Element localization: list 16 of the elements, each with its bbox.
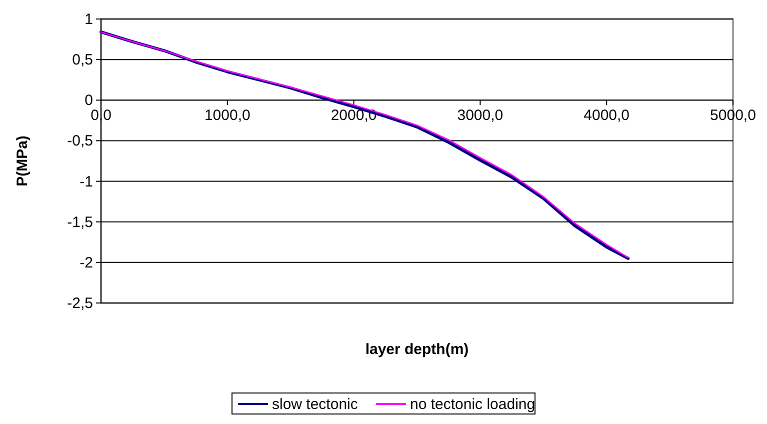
y-tick-label: 0,5 <box>72 52 93 69</box>
legend-label: no tectonic loading <box>410 396 536 413</box>
x-tick-label: 4000,0 <box>584 107 630 124</box>
x-tick-label: 5000,0 <box>710 107 756 124</box>
y-tick-label: -0,5 <box>67 132 93 150</box>
x-tick-label: 3000,0 <box>457 107 504 124</box>
y-tick-label: 0 <box>84 92 93 110</box>
y-tick-label: -1 <box>80 173 93 190</box>
y-axis-title: P(MPa) <box>14 136 31 186</box>
legend-label: slow tectonic <box>272 396 358 413</box>
y-tick-label: -2 <box>80 254 93 272</box>
x-tick-label: 1000,0 <box>204 107 250 124</box>
x-axis-title: layer depth(m) <box>365 341 469 358</box>
y-tick-label: 1 <box>84 11 93 28</box>
y-tick-label: -1,5 <box>67 214 93 231</box>
y-tick-label: -2,5 <box>67 295 93 312</box>
